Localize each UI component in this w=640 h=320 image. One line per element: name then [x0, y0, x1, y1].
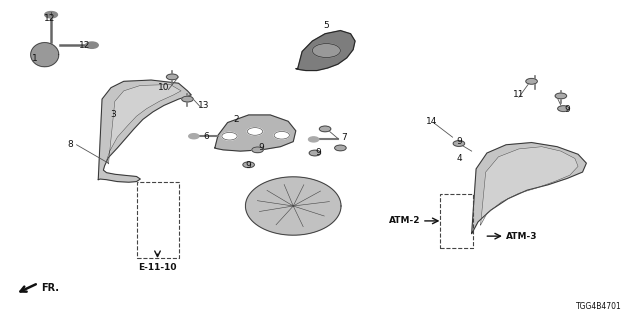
Text: 10: 10 [158, 83, 170, 92]
Circle shape [312, 44, 340, 58]
Circle shape [222, 132, 237, 140]
Polygon shape [472, 142, 586, 234]
Text: 5: 5 [323, 21, 329, 30]
Text: 8: 8 [67, 140, 73, 149]
Text: 9: 9 [259, 143, 264, 152]
Text: 9: 9 [246, 161, 252, 170]
Circle shape [309, 150, 321, 156]
Text: TGG4B4701: TGG4B4701 [576, 302, 622, 311]
Text: 14: 14 [426, 117, 437, 126]
Circle shape [274, 132, 289, 139]
Text: 9: 9 [456, 137, 462, 146]
Circle shape [166, 74, 178, 80]
Circle shape [453, 141, 465, 146]
Circle shape [247, 128, 262, 135]
Circle shape [557, 106, 569, 111]
Circle shape [555, 93, 566, 99]
Text: 11: 11 [513, 91, 525, 100]
Polygon shape [481, 147, 578, 225]
Circle shape [308, 137, 319, 142]
Circle shape [45, 12, 58, 18]
Polygon shape [106, 84, 181, 164]
Polygon shape [296, 31, 355, 70]
Text: 4: 4 [456, 154, 461, 163]
Text: 9: 9 [316, 148, 322, 156]
Circle shape [86, 42, 99, 48]
Text: ATM-2: ATM-2 [389, 216, 420, 225]
Text: 6: 6 [204, 132, 209, 141]
Text: 7: 7 [341, 133, 347, 142]
Circle shape [319, 126, 331, 132]
Circle shape [182, 96, 193, 102]
Polygon shape [99, 80, 191, 182]
Bar [137, 181, 179, 258]
Circle shape [335, 145, 346, 151]
Text: FR.: FR. [41, 283, 59, 292]
Text: 12: 12 [44, 14, 55, 23]
Text: 3: 3 [110, 109, 116, 118]
Text: 13: 13 [198, 101, 210, 110]
Polygon shape [246, 177, 341, 235]
Text: ATM-3: ATM-3 [506, 232, 538, 241]
Circle shape [252, 147, 263, 153]
Text: 12: 12 [79, 41, 90, 50]
Polygon shape [31, 43, 59, 67]
Circle shape [189, 134, 199, 139]
Circle shape [243, 162, 254, 168]
Text: 2: 2 [233, 115, 239, 124]
Polygon shape [215, 115, 296, 151]
Circle shape [526, 78, 538, 84]
Text: E-11-10: E-11-10 [138, 263, 177, 272]
Text: 9: 9 [564, 105, 570, 114]
Text: 1: 1 [31, 54, 37, 63]
Bar [440, 194, 473, 248]
